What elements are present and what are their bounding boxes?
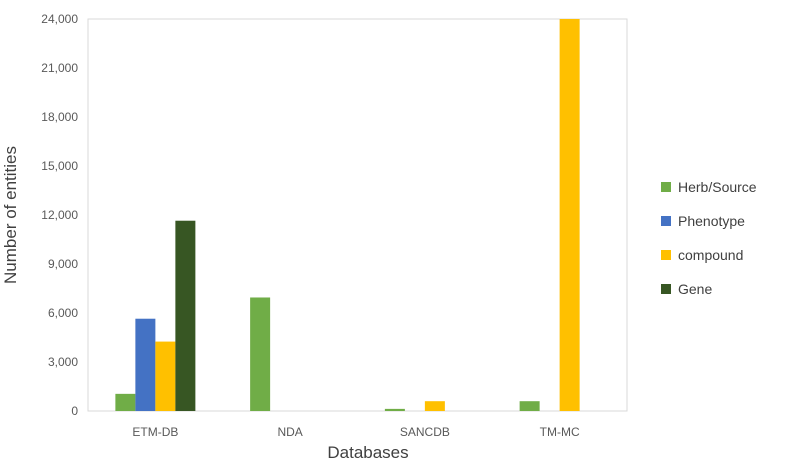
y-tick-label: 18,000 xyxy=(41,110,78,124)
legend: Herb/Source Phenotype compound Gene xyxy=(661,179,757,297)
x-axis-title: Databases xyxy=(327,443,408,462)
y-axis-ticks: 0 3,000 6,000 9,000 12,000 15,000 18,000 21,000… xyxy=(41,12,78,418)
y-tick-label: 12,000 xyxy=(41,208,78,222)
y-tick-label: 24,000 xyxy=(41,12,78,26)
bar-series xyxy=(115,19,580,411)
legend-label: Herb/Source xyxy=(678,179,757,195)
bar-herb-source-etm-db xyxy=(115,393,136,411)
bar-compound-tm-mc xyxy=(559,19,580,411)
y-tick-label: 9,000 xyxy=(48,257,78,271)
legend-label: compound xyxy=(678,247,743,263)
legend-swatch xyxy=(661,182,671,192)
bar-phenotype-etm-db xyxy=(135,318,156,411)
x-tick-label: NDA xyxy=(277,425,302,439)
y-axis-title: Number of entities xyxy=(1,146,20,284)
bar-gene-etm-db xyxy=(175,220,196,411)
y-tick-label: 0 xyxy=(71,404,78,418)
bar-herb-source-tm-mc xyxy=(519,401,540,411)
y-tick-label: 21,000 xyxy=(41,61,78,75)
legend-swatch xyxy=(661,250,671,260)
legend-label: Gene xyxy=(678,281,712,297)
x-tick-label: SANCDB xyxy=(400,425,450,439)
y-tick-label: 3,000 xyxy=(48,355,78,369)
legend-label: Phenotype xyxy=(678,213,745,229)
bar-compound-sancdb xyxy=(424,401,445,411)
bar-compound-etm-db xyxy=(155,341,176,411)
x-tick-label: TM-MC xyxy=(540,425,580,439)
y-tick-label: 15,000 xyxy=(41,159,78,173)
bar-herb-source-sancdb xyxy=(384,408,405,411)
bar-herb-source-nda xyxy=(250,297,271,411)
x-axis-ticks: ETM-DB NDA SANCDB TM-MC xyxy=(132,425,580,439)
legend-swatch xyxy=(661,284,671,294)
y-tick-label: 6,000 xyxy=(48,306,78,320)
legend-swatch xyxy=(661,216,671,226)
x-tick-label: ETM-DB xyxy=(132,425,178,439)
